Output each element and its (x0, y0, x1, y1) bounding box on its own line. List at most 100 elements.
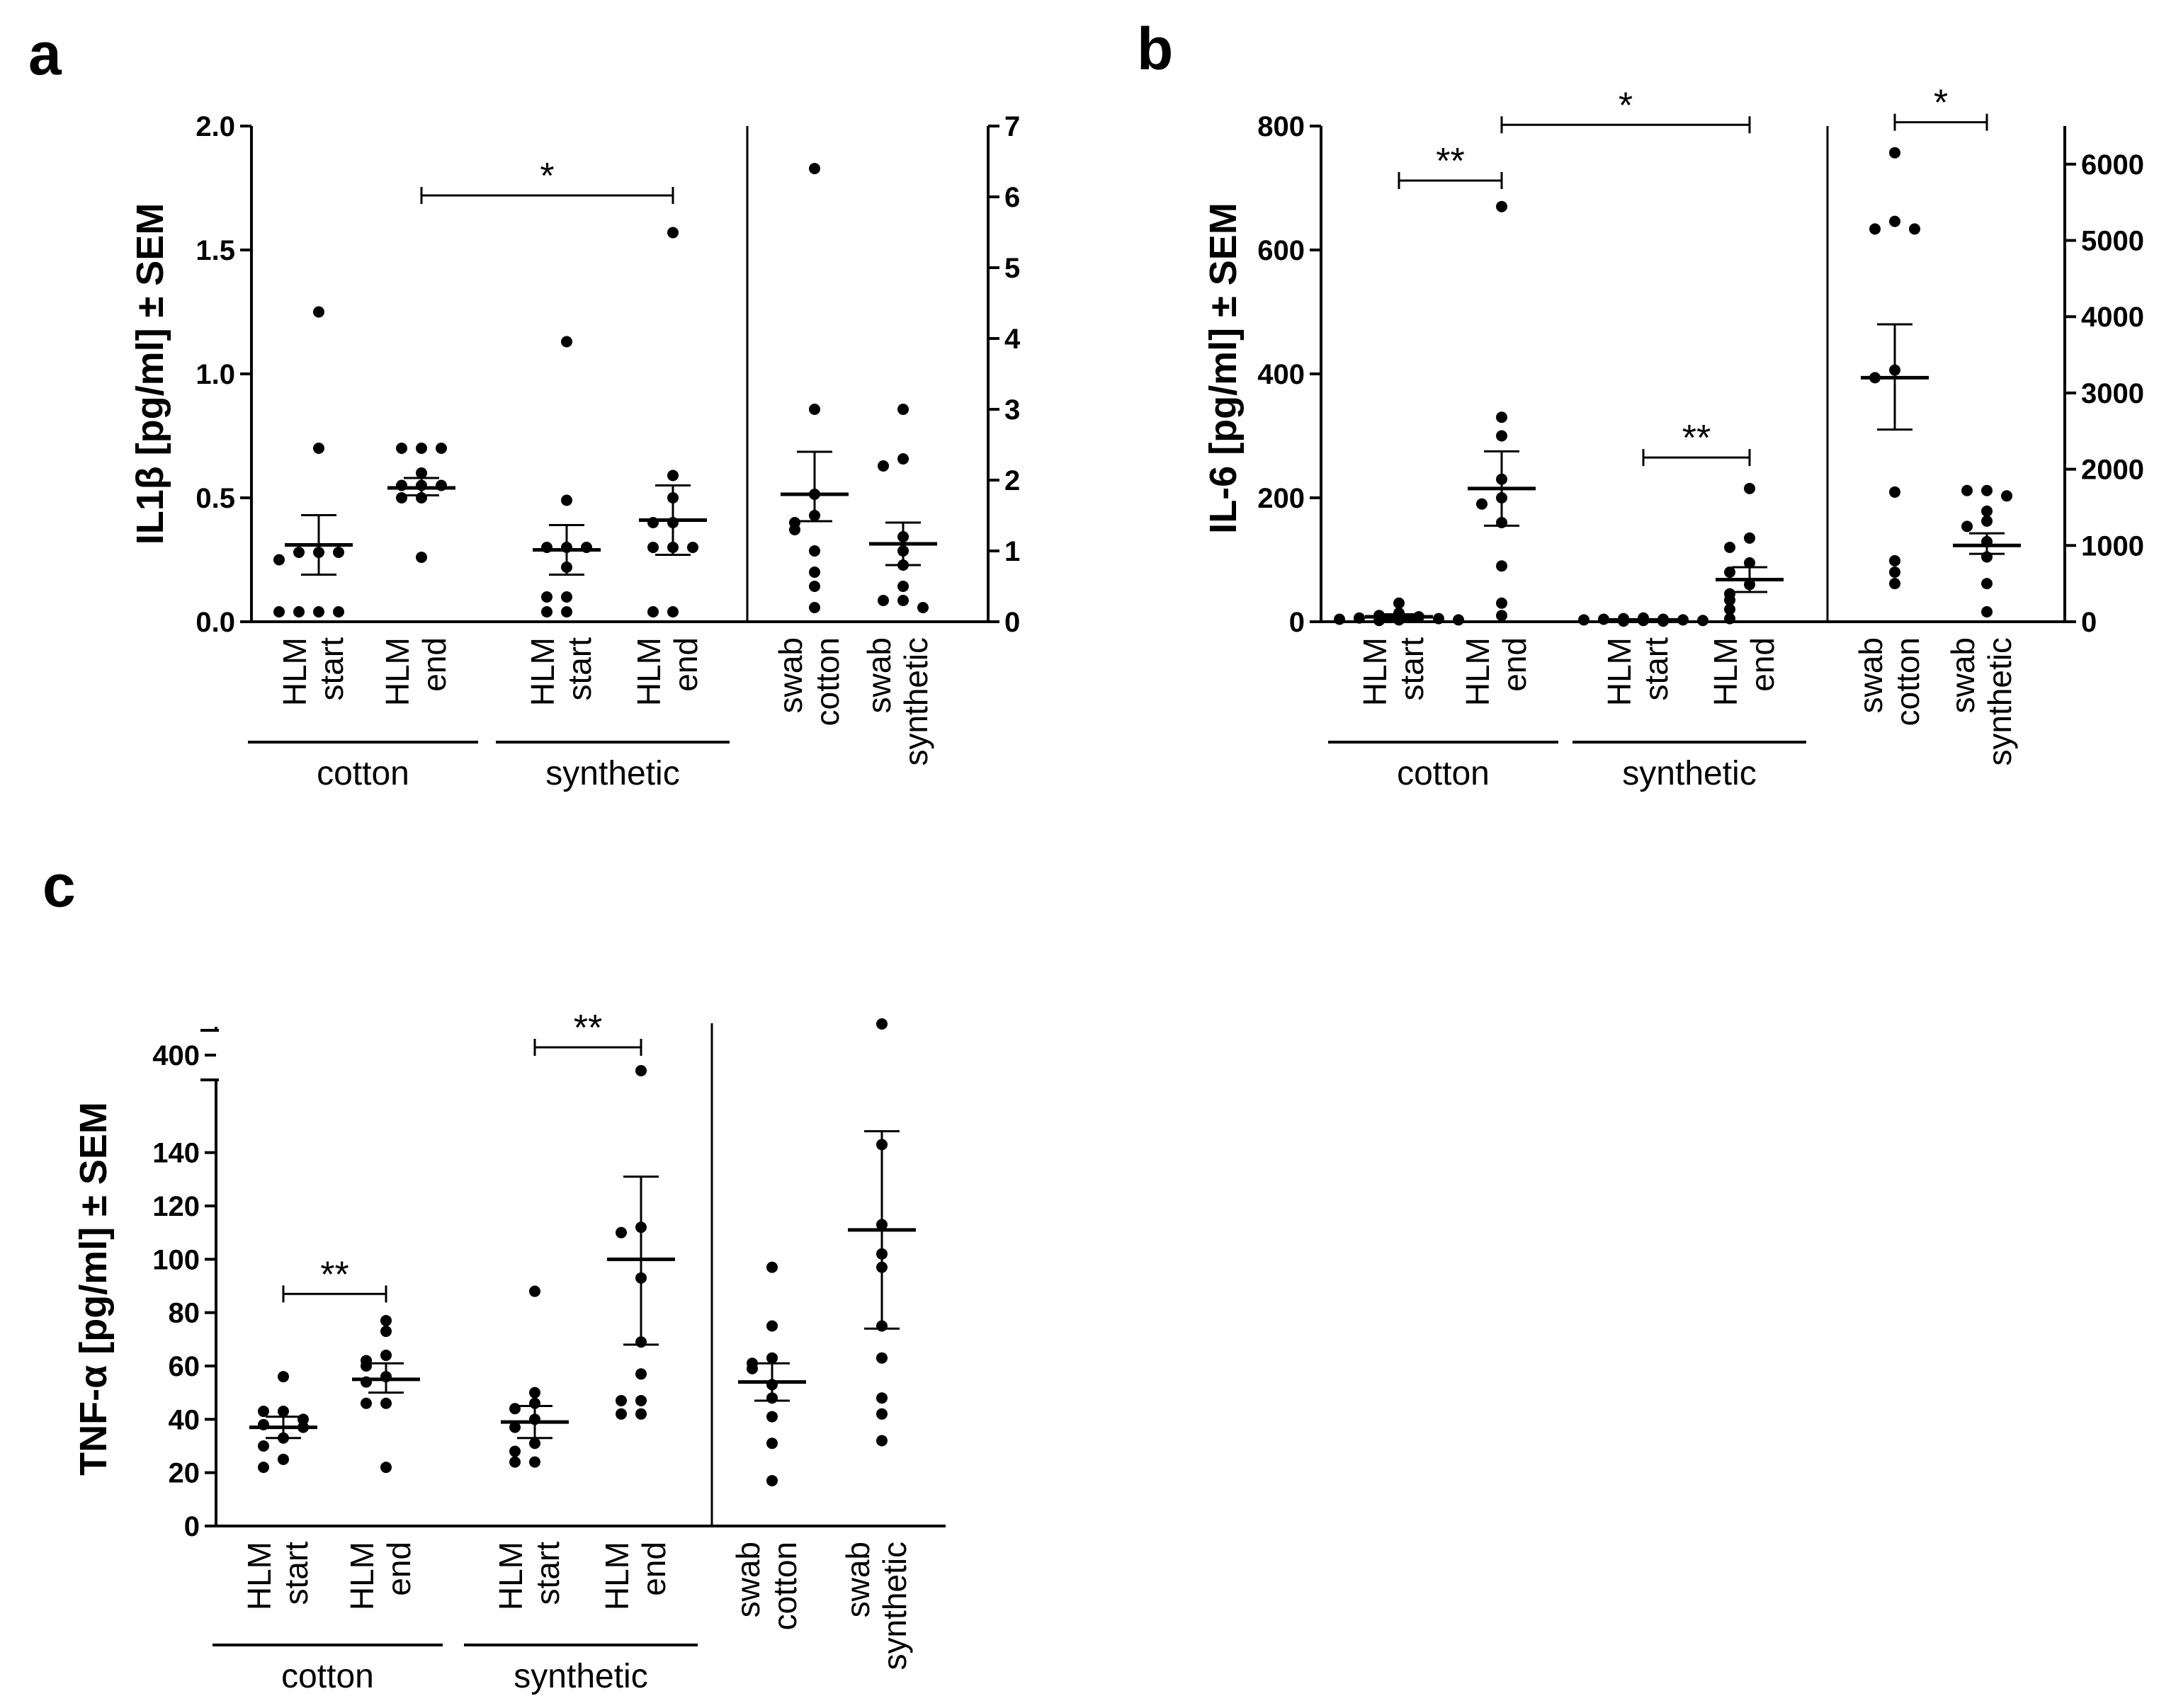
data-point (1496, 411, 1507, 423)
data-point (1961, 484, 1973, 496)
data-point (333, 606, 344, 617)
group-label: synthetic (545, 755, 679, 792)
data-point (1724, 594, 1735, 606)
data-point (1496, 610, 1507, 622)
data-point (616, 1394, 627, 1406)
significance-label: * (1619, 85, 1633, 126)
data-point (667, 227, 679, 239)
significance-label: ** (1436, 141, 1464, 182)
data-point (635, 1394, 647, 1406)
data-point (1334, 613, 1345, 625)
data-point (561, 336, 572, 348)
y-tick-label: 140 (152, 1138, 200, 1169)
data-point (876, 1352, 888, 1364)
chart-panel-b: IL-6 [pg/ml] ± SEM 0 200 400 600 800 0 1000 2000… (1202, 83, 2144, 792)
x-category-label: HLM (630, 637, 667, 706)
data-point (1981, 505, 1993, 517)
x-category-label: HLM (344, 1542, 380, 1610)
data-point (278, 1371, 289, 1383)
x-category-label: end (635, 1542, 672, 1596)
data-point (1496, 597, 1507, 609)
x-category-label: end (380, 1542, 417, 1596)
right-y-tick-label: 3 (1004, 394, 1020, 426)
data-point (1724, 542, 1735, 553)
right-y-tick-label: 4000 (2081, 302, 2144, 333)
x-category-label: swab (839, 1542, 876, 1617)
panel-label-a: a (28, 21, 62, 87)
significance-label: ** (1682, 418, 1711, 459)
data-point (1961, 520, 1973, 533)
panel-label-b: b (1137, 16, 1173, 82)
data-point (809, 545, 820, 557)
group-label: cotton (317, 755, 409, 792)
data-point (273, 554, 285, 566)
y-tick-label: 2.0 (196, 111, 235, 142)
data-point (1869, 223, 1881, 235)
significance-label: * (540, 156, 554, 197)
data-point (416, 467, 427, 479)
data-point (436, 443, 447, 454)
y-tick-label: 0.5 (196, 483, 235, 514)
x-category-label: HLM (1601, 637, 1638, 706)
y-tick-label: 80 (169, 1298, 200, 1329)
right-y-tick-label: 4 (1004, 324, 1021, 355)
data-point (1744, 482, 1755, 494)
significance-label: * (1934, 83, 1948, 124)
right-y-tick-label: 1000 (2081, 530, 2144, 562)
group-label: cotton (1397, 755, 1490, 792)
data-point (1496, 560, 1507, 572)
data-point (766, 1320, 778, 1332)
data-point (616, 1408, 627, 1420)
right-y-tick-label: 0 (1004, 607, 1020, 638)
data-point (667, 606, 679, 617)
x-category-label: HLM (599, 1542, 635, 1610)
data-point (789, 524, 800, 535)
y-tick-label: 100 (152, 1244, 200, 1275)
data-point (561, 606, 572, 617)
x-category-label: cotton (1889, 637, 1926, 726)
data-point (1598, 613, 1609, 625)
data-point (258, 1462, 269, 1474)
x-category-label: swab (772, 637, 809, 713)
data-point (1889, 486, 1900, 498)
data-point (876, 1392, 888, 1404)
data-point (1393, 597, 1405, 609)
data-point (1981, 484, 1993, 496)
x-category-label: HLM (492, 1542, 529, 1610)
group-label: synthetic (1622, 755, 1756, 792)
data-point (396, 443, 407, 454)
y-axis-title: IL-6 [pg/ml] ± SEM (1202, 203, 1245, 534)
data-point (258, 1406, 269, 1418)
chart-panel-a: IL1β [pg/ml] ± SEM 0.0 0.5 1.0 1.5 2.0 0 1 2 3 4 5 6… (129, 111, 1021, 792)
x-category-label: HLM (379, 637, 416, 706)
x-category-label: HLM (1459, 637, 1496, 706)
x-category-label: synthetic (876, 1542, 913, 1670)
right-y-tick-label: 7 (1004, 111, 1020, 142)
data-point (1697, 615, 1708, 627)
data-point (380, 1326, 392, 1338)
x-category-label: swab (1852, 637, 1889, 713)
data-point (1981, 606, 1993, 617)
data-point (1889, 578, 1900, 590)
data-point (1578, 614, 1590, 626)
x-category-label: synthetic (897, 637, 934, 766)
data-point (313, 443, 324, 454)
data-point (876, 1408, 888, 1420)
x-category-label: end (416, 637, 453, 692)
data-point (509, 1421, 521, 1433)
data-point (313, 606, 324, 617)
data-point (529, 1456, 540, 1468)
y-tick-label: 1.0 (196, 359, 235, 390)
data-point (380, 1349, 392, 1361)
data-point (1981, 578, 1993, 590)
data-point (1724, 567, 1735, 578)
data-point (667, 469, 679, 482)
data-point (1724, 613, 1735, 625)
right-y-tick-label: 2000 (2081, 455, 2144, 486)
data-point (1677, 614, 1689, 626)
data-point (687, 542, 698, 553)
data-point (1889, 147, 1900, 159)
data-point (747, 1362, 758, 1374)
data-point (416, 552, 427, 563)
y-axis-title: TNF-α [pg/ml] ± SEM (72, 1102, 115, 1476)
